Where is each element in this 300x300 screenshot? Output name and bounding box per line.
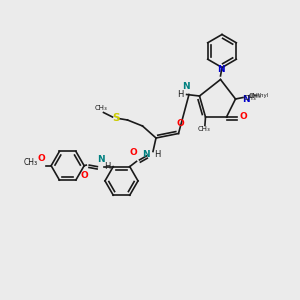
Text: N: N bbox=[98, 154, 105, 164]
Text: N: N bbox=[217, 65, 224, 74]
Text: O: O bbox=[81, 170, 88, 179]
Text: CH₃: CH₃ bbox=[244, 95, 256, 101]
Text: CH₃: CH₃ bbox=[23, 158, 38, 166]
Text: O: O bbox=[38, 154, 45, 163]
Text: S: S bbox=[112, 113, 119, 124]
Text: H: H bbox=[104, 162, 111, 171]
Text: CH₃: CH₃ bbox=[249, 93, 262, 99]
Text: methyl: methyl bbox=[250, 93, 269, 98]
Text: O: O bbox=[239, 112, 247, 121]
Text: N: N bbox=[182, 82, 190, 91]
Text: H: H bbox=[154, 150, 161, 159]
Text: O: O bbox=[176, 119, 184, 128]
Text: CH₃: CH₃ bbox=[95, 105, 107, 111]
Text: CH₃: CH₃ bbox=[198, 126, 210, 132]
Text: N: N bbox=[242, 94, 250, 103]
Text: O: O bbox=[130, 148, 137, 157]
Text: H: H bbox=[177, 90, 183, 99]
Text: N: N bbox=[142, 150, 149, 159]
